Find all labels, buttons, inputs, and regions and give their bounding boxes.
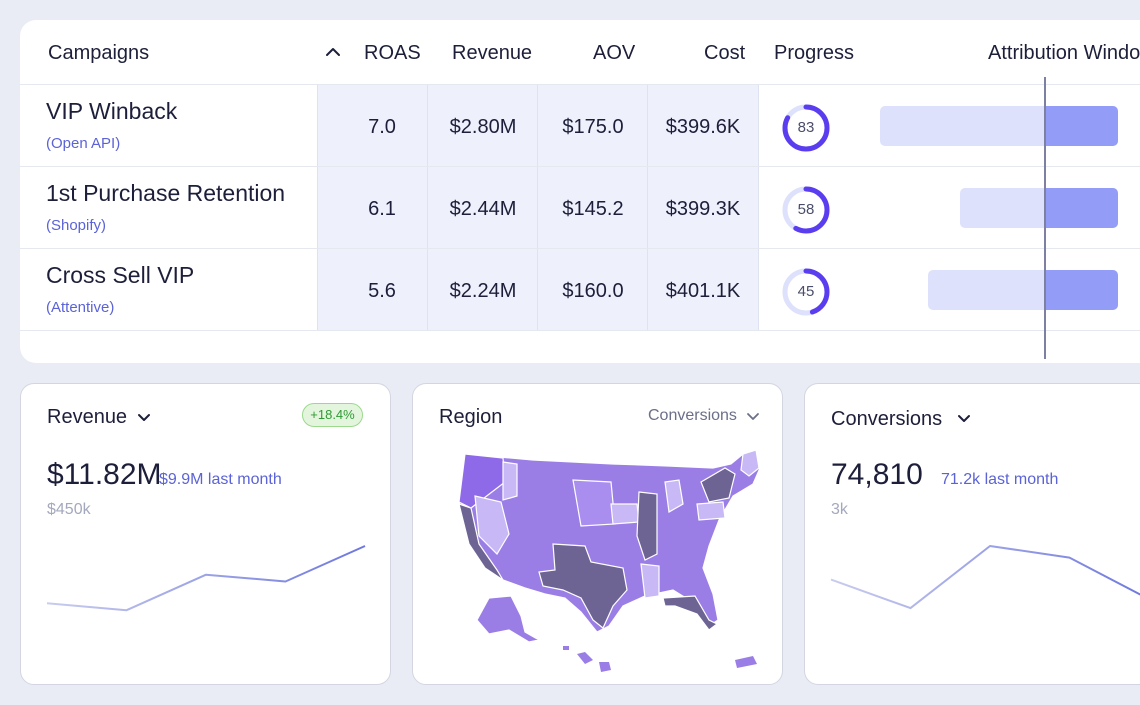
table-header: Campaigns ROAS Revenue AOV Cost Progress… xyxy=(20,20,1140,85)
conversions-compare: 71.2k last month xyxy=(941,471,1059,488)
header-aov[interactable]: AOV xyxy=(593,42,636,64)
campaign-source: (Open API) xyxy=(46,135,121,152)
chevron-down-icon[interactable] xyxy=(957,414,971,424)
revenue-card-title[interactable]: Revenue xyxy=(47,406,128,428)
conversions-trend-line xyxy=(830,545,1140,610)
campaign-name[interactable]: 1st Purchase Retention xyxy=(46,180,286,206)
map-region-pacific-north xyxy=(458,453,506,509)
map-region-idaho xyxy=(502,461,518,501)
progress-value: 83 xyxy=(797,119,815,136)
revenue-value: $2.24M xyxy=(449,280,517,302)
cost-value: $399.3K xyxy=(665,198,741,220)
map-region-nevada xyxy=(474,495,510,555)
attribution-bar-highlight xyxy=(1045,188,1118,228)
map-region-texas xyxy=(538,543,628,629)
campaign-source: (Shopify) xyxy=(46,217,107,234)
aov-value: $145.2 xyxy=(562,198,624,220)
revenue-axis-label: $450k xyxy=(47,501,91,518)
map-region-midwest xyxy=(572,479,616,527)
map-hawaii-island xyxy=(599,662,611,672)
map-region-pacific xyxy=(458,503,504,581)
column-divider xyxy=(758,85,759,331)
header-roas[interactable]: ROAS xyxy=(364,42,421,64)
progress-ring xyxy=(782,268,830,316)
map-region-pennsylvania xyxy=(696,501,726,521)
revenue-trend-line xyxy=(46,545,366,612)
aov-value: $175.0 xyxy=(562,116,624,138)
table-row[interactable]: VIP Winback (Open API) 7.0 $2.80M $175.0… xyxy=(20,85,1140,167)
map-hawaii-island xyxy=(563,646,569,650)
map-alaska xyxy=(476,595,541,643)
progress-ring xyxy=(782,104,830,152)
map-region-iowa xyxy=(610,503,640,525)
conversions-card-title[interactable]: Conversions xyxy=(831,408,943,430)
progress-value: 58 xyxy=(797,201,815,218)
conversions-total: 74,810 xyxy=(831,458,923,491)
campaign-source: (Attentive) xyxy=(46,299,115,316)
revenue-compare: $9.9M last month xyxy=(159,471,282,488)
table-row[interactable]: 1st Purchase Retention (Shopify) 6.1 $2.… xyxy=(20,167,1140,249)
column-divider xyxy=(537,85,538,331)
revenue-value: $2.80M xyxy=(449,116,517,138)
map-region-maine xyxy=(740,449,760,477)
map-region-florida xyxy=(662,595,719,631)
roas-value: 6.1 xyxy=(368,198,396,220)
chevron-down-icon[interactable] xyxy=(746,412,760,422)
attribution-bar-highlight xyxy=(1045,270,1118,310)
roas-value: 7.0 xyxy=(368,116,396,138)
attribution-bar-highlight xyxy=(1045,106,1118,146)
header-progress[interactable]: Progress xyxy=(774,42,855,64)
progress-value: 45 xyxy=(797,283,815,300)
progress-ring xyxy=(782,186,830,234)
map-region-illinois xyxy=(636,491,658,561)
campaign-name[interactable]: Cross Sell VIP xyxy=(46,262,195,288)
header-campaigns[interactable]: Campaigns xyxy=(48,42,150,64)
cost-value: $401.1K xyxy=(665,280,741,302)
cost-value: $399.6K xyxy=(665,116,741,138)
map-region-new-york xyxy=(700,467,736,503)
revenue-trend-chart xyxy=(46,545,366,612)
map-puerto-rico xyxy=(735,656,757,668)
header-revenue[interactable]: Revenue xyxy=(452,42,533,64)
chevron-up-icon[interactable] xyxy=(324,42,342,62)
campaigns-table: Campaigns ROAS Revenue AOV Cost Progress… xyxy=(20,20,1140,363)
map-region-michigan xyxy=(664,479,684,513)
campaign-name[interactable]: VIP Winback xyxy=(46,98,178,124)
region-card-title: Region xyxy=(439,406,503,428)
column-divider xyxy=(317,85,318,331)
aov-value: $160.0 xyxy=(562,280,624,302)
roas-value: 5.6 xyxy=(368,280,396,302)
table-row[interactable]: Cross Sell VIP (Attentive) 5.6 $2.24M $1… xyxy=(20,249,1140,331)
revenue-total: $11.82M xyxy=(47,458,162,491)
conversions-axis-label: 3k xyxy=(831,501,848,518)
conversions-trend-chart xyxy=(830,545,1140,610)
region-metric-select[interactable]: Conversions xyxy=(648,407,737,424)
attribution-marker-line[interactable] xyxy=(1044,77,1046,359)
chevron-down-icon[interactable] xyxy=(137,413,151,423)
growth-badge: +18.4% xyxy=(302,403,363,427)
revenue-value: $2.44M xyxy=(449,198,517,220)
map-region-mississippi xyxy=(640,563,660,599)
header-attribution-window[interactable]: Attribution Windo xyxy=(988,42,1140,64)
header-cost[interactable]: Cost xyxy=(704,42,746,64)
column-divider xyxy=(427,85,428,331)
conversions-card: Conversions 74,810 71.2k last month 3k xyxy=(804,383,1140,685)
revenue-card: Revenue +18.4% $11.82M $9.9M last month … xyxy=(20,383,391,685)
column-divider xyxy=(647,85,648,331)
map-hawaii xyxy=(577,652,593,664)
us-region-map[interactable] xyxy=(413,384,783,685)
region-card: Region Conversions xyxy=(412,383,783,685)
